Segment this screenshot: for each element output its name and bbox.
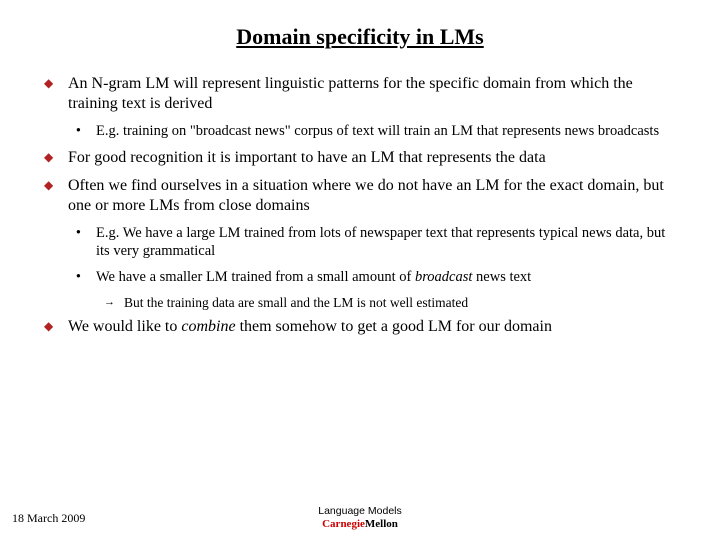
- text-emphasis: broadcast: [415, 269, 472, 285]
- text-pre: We have a smaller LM trained from a smal…: [96, 269, 415, 285]
- bullet-level1: We would like to combine them somehow to…: [40, 317, 680, 337]
- footer-date: 18 March 2009: [12, 511, 85, 526]
- content-list: An N-gram LM will represent linguistic p…: [40, 74, 680, 337]
- bullet-level2: E.g. training on "broadcast news" corpus…: [40, 122, 680, 140]
- bullet-level1: An N-gram LM will represent linguistic p…: [40, 74, 680, 114]
- brand-part-black: Mellon: [365, 518, 398, 530]
- bullet-level2: E.g. We have a large LM trained from lot…: [40, 224, 680, 260]
- text-pre: We would like to: [68, 318, 181, 335]
- text-emphasis: combine: [181, 318, 235, 335]
- footer-brand: CarnegieMellon: [318, 518, 401, 530]
- brand-part-red: Carnegie: [322, 518, 365, 530]
- text-post: news text: [472, 269, 531, 285]
- bullet-level3: But the training data are small and the …: [40, 295, 680, 312]
- bullet-level1: Often we find ourselves in a situation w…: [40, 176, 680, 216]
- text-post: them somehow to get a good LM for our do…: [236, 318, 552, 335]
- bullet-level1: For good recognition it is important to …: [40, 148, 680, 168]
- footer-label: Language Models: [318, 506, 401, 518]
- slide-title: Domain specificity in LMs: [40, 24, 680, 50]
- footer-center: Language Models CarnegieMellon: [318, 506, 401, 530]
- bullet-level2: We have a smaller LM trained from a smal…: [40, 268, 680, 286]
